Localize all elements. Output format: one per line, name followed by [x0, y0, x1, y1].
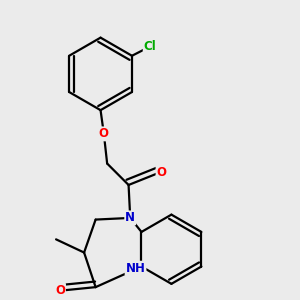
Text: N: N — [125, 212, 135, 224]
Text: Cl: Cl — [144, 40, 157, 53]
Text: O: O — [157, 166, 166, 179]
Text: O: O — [99, 128, 109, 140]
Text: NH: NH — [126, 262, 146, 275]
Text: O: O — [55, 284, 65, 297]
